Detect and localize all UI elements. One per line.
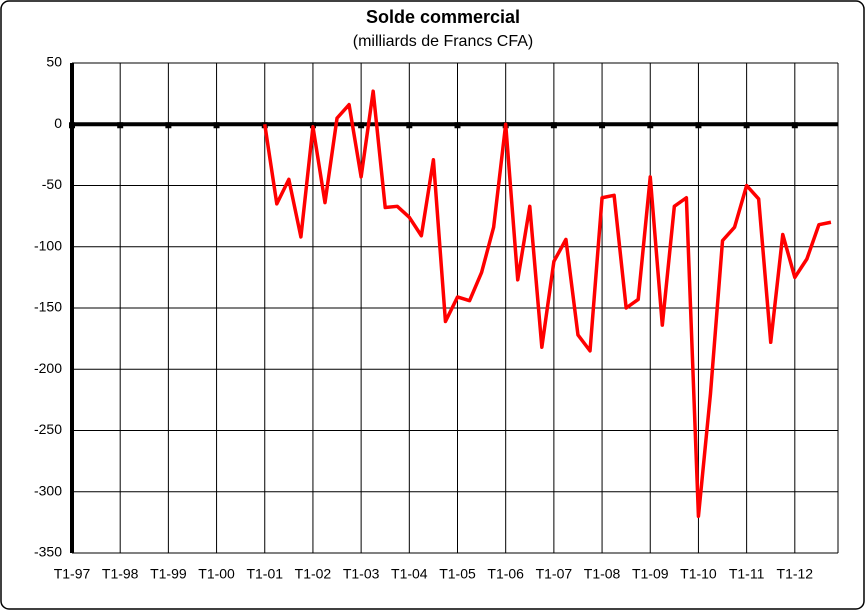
x-tick-label: T1-98 [102,566,139,582]
axis-tick [69,122,75,129]
x-tick-label: T1-12 [777,566,814,582]
axis-tick [791,122,798,129]
y-tick-label: -50 [42,176,62,192]
axis-tick [743,122,750,129]
x-tick-label: T1-11 [729,566,765,582]
axis-tick [454,122,461,129]
x-tick-label: T1-09 [632,566,669,582]
x-tick-label: T1-97 [54,566,91,582]
x-tick-label: T1-08 [584,566,621,582]
x-tick-label: T1-02 [295,566,332,582]
y-tick-label: 50 [46,54,62,70]
y-tick-label: -300 [34,482,62,498]
x-tick-label: T1-00 [198,566,235,582]
axis-tick [213,122,220,129]
series-line [263,89,832,518]
axis-tick [695,122,702,129]
x-tick-label: T1-01 [246,566,283,582]
y-tick-label: -200 [34,360,62,376]
axis-tick [165,122,172,129]
axis-tick [647,122,654,129]
y-tick-label: -350 [34,544,62,560]
x-tick-label: T1-03 [343,566,380,582]
axis-tick [406,122,413,129]
x-tick-label: T1-04 [391,566,428,582]
chart-subtitle: (milliards de Francs CFA) [353,33,533,50]
x-tick-label: T1-06 [487,566,524,582]
chart-title: Solde commercial [366,7,520,27]
axis-tick [117,122,124,129]
axis-tick [599,122,606,129]
y-tick-label: -150 [34,299,62,315]
x-tick-label: T1-99 [150,566,187,582]
y-tick-label: 0 [54,115,62,131]
axis-tick [550,122,557,129]
x-tick-label: T1-07 [536,566,573,582]
x-tick-label: T1-10 [680,566,717,582]
y-tick-label: -100 [34,237,62,253]
x-tick-label: T1-05 [439,566,476,582]
axis-tick [358,122,365,129]
y-tick-label: -250 [34,421,62,437]
